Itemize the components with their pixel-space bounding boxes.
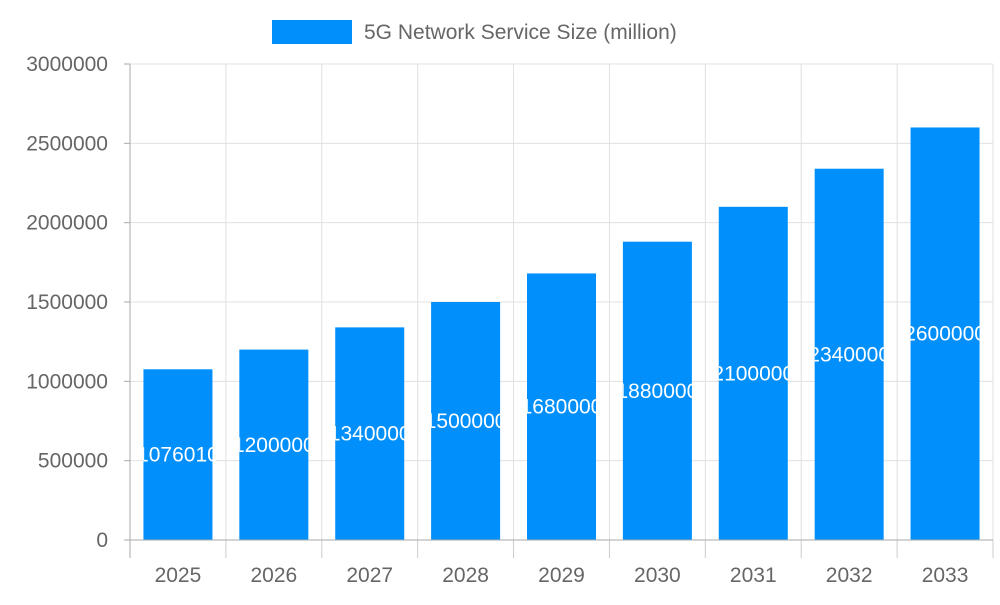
data-label: 1500000 bbox=[425, 410, 507, 433]
data-label: 2600000 bbox=[904, 323, 986, 346]
x-tick-label: 2031 bbox=[730, 564, 777, 587]
y-tick-label: 500000 bbox=[38, 450, 108, 473]
legend[interactable]: 5G Network Service Size (million) bbox=[272, 20, 677, 44]
legend-swatch bbox=[272, 20, 352, 44]
x-tick-label: 2026 bbox=[250, 564, 297, 587]
data-label: 2340000 bbox=[808, 343, 890, 366]
y-tick-label: 1500000 bbox=[26, 291, 108, 314]
y-tick-label: 1000000 bbox=[26, 370, 108, 393]
data-label: 2100000 bbox=[712, 362, 794, 385]
y-tick-label: 0 bbox=[96, 529, 108, 552]
x-tick-label: 2032 bbox=[826, 564, 873, 587]
bar bbox=[431, 302, 501, 540]
data-label: 1880000 bbox=[617, 380, 699, 403]
x-tick-label: 2027 bbox=[346, 564, 393, 587]
x-tick-label: 2033 bbox=[922, 564, 969, 587]
data-label: 1200000 bbox=[233, 434, 315, 457]
bar bbox=[622, 241, 692, 540]
data-label: 1076010 bbox=[137, 444, 219, 467]
y-tick-label: 2000000 bbox=[26, 212, 108, 235]
y-tick-label: 2500000 bbox=[26, 132, 108, 155]
y-tick-label: 3000000 bbox=[26, 53, 108, 76]
bar bbox=[910, 127, 980, 540]
bar bbox=[335, 327, 405, 540]
x-tick-label: 2029 bbox=[538, 564, 585, 587]
data-label: 1340000 bbox=[329, 423, 411, 446]
data-label: 1680000 bbox=[521, 396, 603, 419]
bar bbox=[143, 369, 213, 540]
bar bbox=[527, 273, 596, 540]
bar bbox=[239, 349, 309, 540]
x-tick-label: 2030 bbox=[634, 564, 681, 587]
bar bbox=[814, 168, 884, 540]
bar bbox=[718, 206, 788, 541]
x-tick-label: 2025 bbox=[155, 564, 202, 587]
x-tick-label: 2028 bbox=[442, 564, 489, 587]
legend-label: 5G Network Service Size (million) bbox=[364, 21, 677, 44]
